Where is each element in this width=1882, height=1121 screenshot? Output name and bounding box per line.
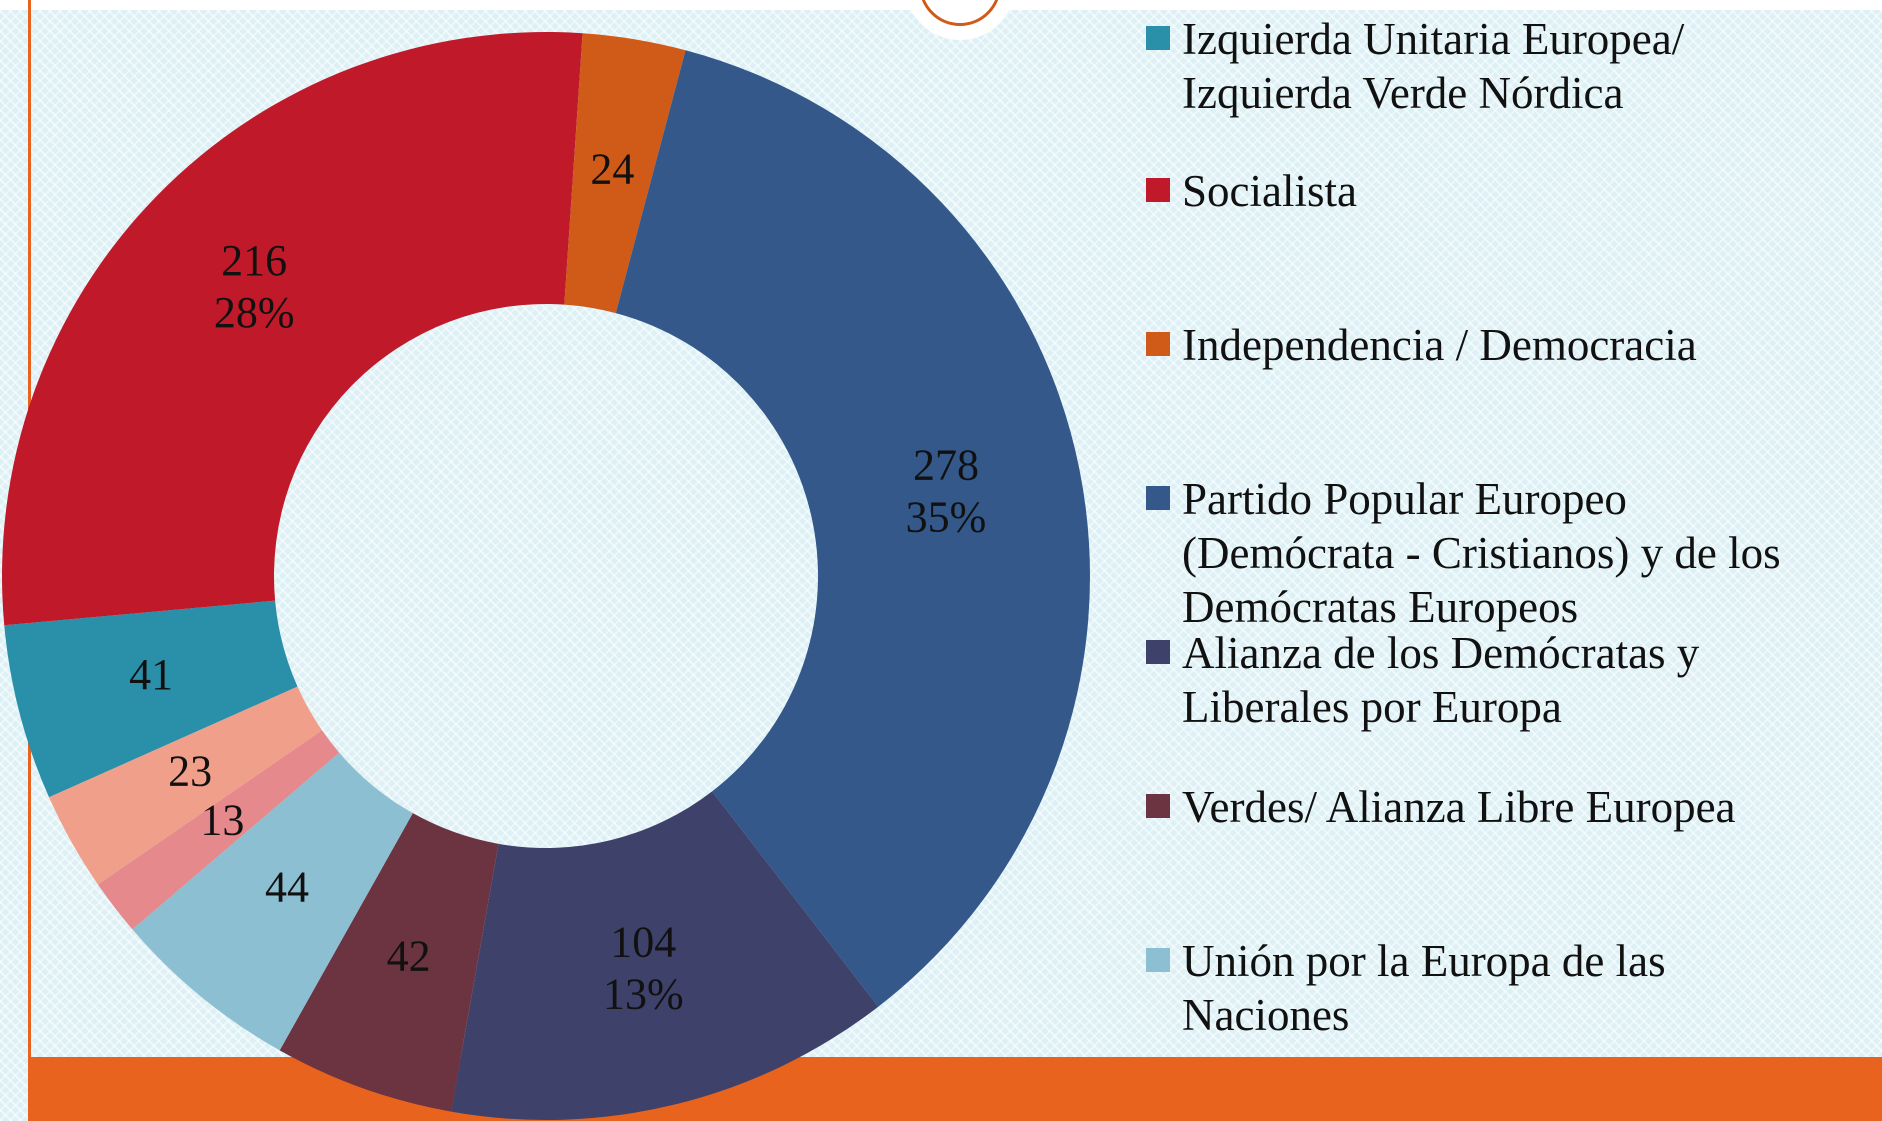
legend-swatch <box>1146 26 1170 50</box>
legend-label: Independencia / Democracia <box>1182 320 1697 370</box>
data-label: 24 <box>590 145 634 194</box>
data-label: 216 <box>221 236 287 285</box>
donut-segment <box>564 33 686 314</box>
data-label: 41 <box>129 650 173 699</box>
donut-segment <box>451 791 879 1120</box>
donut-segment <box>2 32 583 626</box>
percent-label: 35% <box>906 493 987 542</box>
legend-label: Verdes/ Alianza Libre Europea <box>1182 782 1736 832</box>
legend-label: Socialista <box>1182 166 1357 216</box>
donut-segment <box>279 813 499 1112</box>
donut-segment <box>49 686 322 885</box>
legend-label: Alianza de los Demócratas y Liberales po… <box>1182 628 1700 732</box>
percent-label: 28% <box>214 288 295 337</box>
legend-swatch <box>1146 486 1170 510</box>
percent-label: 13% <box>603 969 684 1018</box>
legend-label: Unión por la Europa de las Naciones <box>1182 936 1666 1040</box>
legend-swatch <box>1146 640 1170 664</box>
data-label: 23 <box>168 747 212 796</box>
donut-segment <box>4 600 298 798</box>
legend-swatch <box>1146 178 1170 202</box>
data-label: 42 <box>387 931 431 980</box>
donut-segment <box>615 50 1091 1007</box>
legend-swatch <box>1146 794 1170 818</box>
data-label: 44 <box>265 862 309 911</box>
legend-swatch <box>1146 948 1170 972</box>
data-label: 278 <box>913 441 979 490</box>
legend-swatch <box>1146 332 1170 356</box>
legend-label: Partido Popular Europeo (Demócrata - Cri… <box>1182 474 1781 632</box>
donut-segment <box>97 730 340 930</box>
legend-label: Izquierda Unitaria Europea/ Izquierda Ve… <box>1182 14 1685 118</box>
donut-segment <box>132 752 413 1051</box>
data-label: 104 <box>610 917 676 966</box>
